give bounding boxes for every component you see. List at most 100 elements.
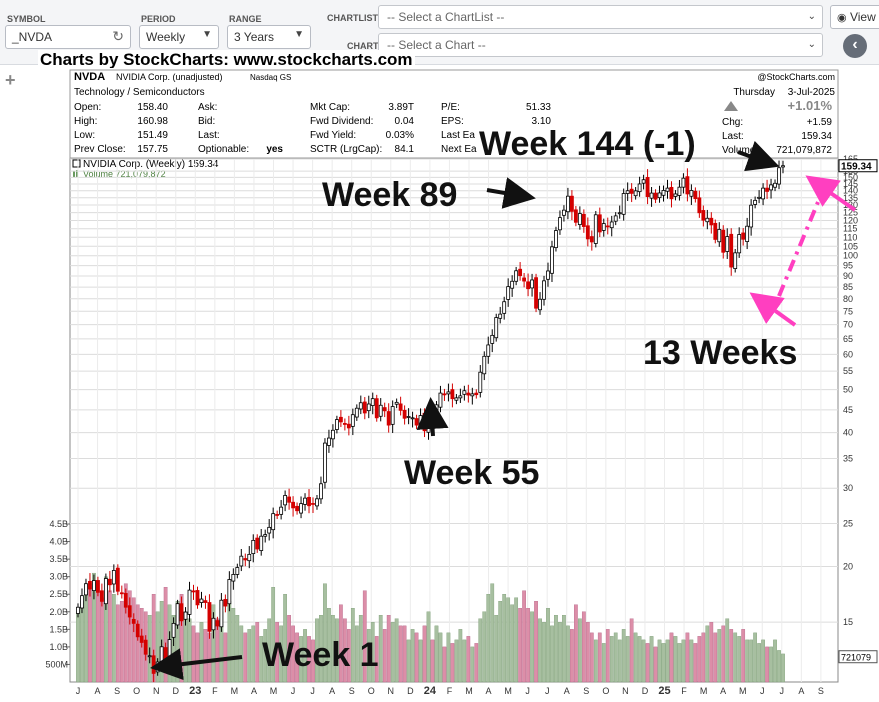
volume-bar	[390, 622, 395, 683]
back-arrow-button[interactable]: ‹	[843, 34, 867, 58]
stat-value: 0.04	[395, 116, 415, 127]
volume-bar	[661, 643, 666, 683]
candle-body	[327, 437, 331, 446]
volume-bar	[494, 615, 499, 683]
candle-body	[167, 639, 172, 661]
x-tick-label: O	[133, 686, 140, 696]
copyright: @StockCharts.com	[757, 72, 835, 82]
volume-bar	[342, 618, 347, 683]
x-tick-label: N	[388, 686, 395, 696]
volume-bar	[474, 643, 479, 683]
stat-label: Ask:	[198, 102, 217, 113]
volume-bar	[187, 618, 192, 683]
volume-bar	[422, 625, 427, 683]
candle-body	[135, 623, 140, 638]
volume-bar	[745, 639, 750, 683]
stat-label: Last Ea	[441, 130, 475, 141]
volume-bar	[283, 594, 287, 683]
candle-body	[342, 423, 347, 425]
x-tick-label: F	[447, 686, 453, 696]
stat-label: EPS:	[441, 116, 464, 127]
volume-bar	[645, 643, 650, 683]
volume-bar	[649, 636, 654, 683]
axes: 1651551501451401351301251201151101051009…	[45, 154, 878, 697]
candle-body	[279, 506, 284, 515]
candle-body	[111, 570, 116, 585]
volume-bar	[191, 625, 196, 683]
price-tick-label: 50	[843, 385, 853, 395]
candle-body	[438, 392, 443, 408]
candle-body	[689, 190, 694, 197]
price-tick-label: 100	[843, 251, 858, 261]
volume-bar	[307, 636, 311, 683]
price-tick-label: 15	[843, 617, 853, 627]
candle-body	[311, 503, 315, 505]
volume-bar	[673, 636, 678, 683]
candle-body	[534, 277, 538, 309]
candle-body	[621, 193, 626, 215]
symbol-input[interactable]: _NVDA ↻	[5, 25, 131, 49]
chartlist-placeholder: -- Select a ChartList --	[387, 10, 505, 24]
sector: Technology / Semiconductors	[74, 87, 205, 98]
volume-bar	[263, 629, 268, 683]
volume-bar	[546, 608, 550, 683]
price-tick-label: 95	[843, 261, 853, 271]
price-tick-label: 110	[843, 232, 857, 242]
price-tick-label: 120	[843, 216, 858, 226]
volume-bar	[370, 622, 375, 683]
candle-body	[96, 580, 100, 593]
range-select[interactable]: 3 Years ▼	[227, 25, 311, 49]
candle-body	[366, 403, 371, 412]
candle-body	[418, 415, 423, 425]
volume-bar	[458, 629, 463, 683]
stat-label: Fwd Dividend:	[310, 116, 373, 127]
volume-bar	[374, 636, 379, 683]
volume-bar	[127, 590, 132, 683]
candle-body	[558, 217, 562, 231]
candle-body	[769, 184, 773, 191]
stat-value: 3.89T	[388, 102, 414, 113]
candle-body	[163, 647, 168, 661]
candle-body	[334, 419, 339, 430]
candle-body	[661, 190, 666, 196]
candle-body	[478, 371, 483, 393]
candle-body	[80, 595, 84, 609]
candle-body	[669, 186, 674, 200]
chart-select[interactable]: -- Select a Chart -- ⌄	[378, 33, 823, 57]
candle-body	[414, 418, 419, 426]
x-tick-label: D	[642, 686, 649, 696]
volume-bar	[92, 572, 96, 683]
candle-body	[187, 589, 192, 615]
volume-tick-label: 3.0B	[49, 572, 68, 582]
candle-body	[510, 280, 515, 289]
volume-bar	[88, 583, 92, 683]
volume-bar	[773, 639, 777, 683]
add-panel-icon[interactable]: +	[5, 70, 16, 90]
x-tick-label: D	[407, 686, 414, 696]
volume-bar	[358, 615, 363, 683]
x-tick-label: A	[798, 686, 804, 696]
price-tick-label: 85	[843, 282, 853, 292]
x-tick-label: M	[465, 686, 473, 696]
stat-value: 3.10	[532, 116, 552, 127]
period-select[interactable]: Weekly ▼	[139, 25, 219, 49]
up-triangle-icon	[724, 101, 738, 111]
volume-bar	[685, 632, 690, 683]
candle-body	[243, 558, 248, 561]
candle-body	[605, 225, 610, 228]
volume-bar	[605, 629, 610, 683]
price-tick-label: 140	[843, 186, 858, 196]
refresh-icon[interactable]: ↻	[112, 28, 124, 44]
volume-bar	[414, 632, 419, 683]
candle-body	[681, 177, 686, 188]
candle-body	[617, 212, 622, 215]
volume-bar	[339, 604, 343, 683]
volume-tick-label: 500M	[45, 659, 68, 669]
chartlist-select[interactable]: -- Select a ChartList -- ⌄	[378, 5, 823, 29]
volume-bar	[466, 636, 471, 683]
volume-bar	[311, 639, 315, 683]
volume-bar	[135, 604, 140, 683]
view-button[interactable]: ◉ View	[830, 5, 879, 29]
period-label: PERIOD	[141, 14, 176, 24]
volume-bar	[574, 604, 578, 683]
